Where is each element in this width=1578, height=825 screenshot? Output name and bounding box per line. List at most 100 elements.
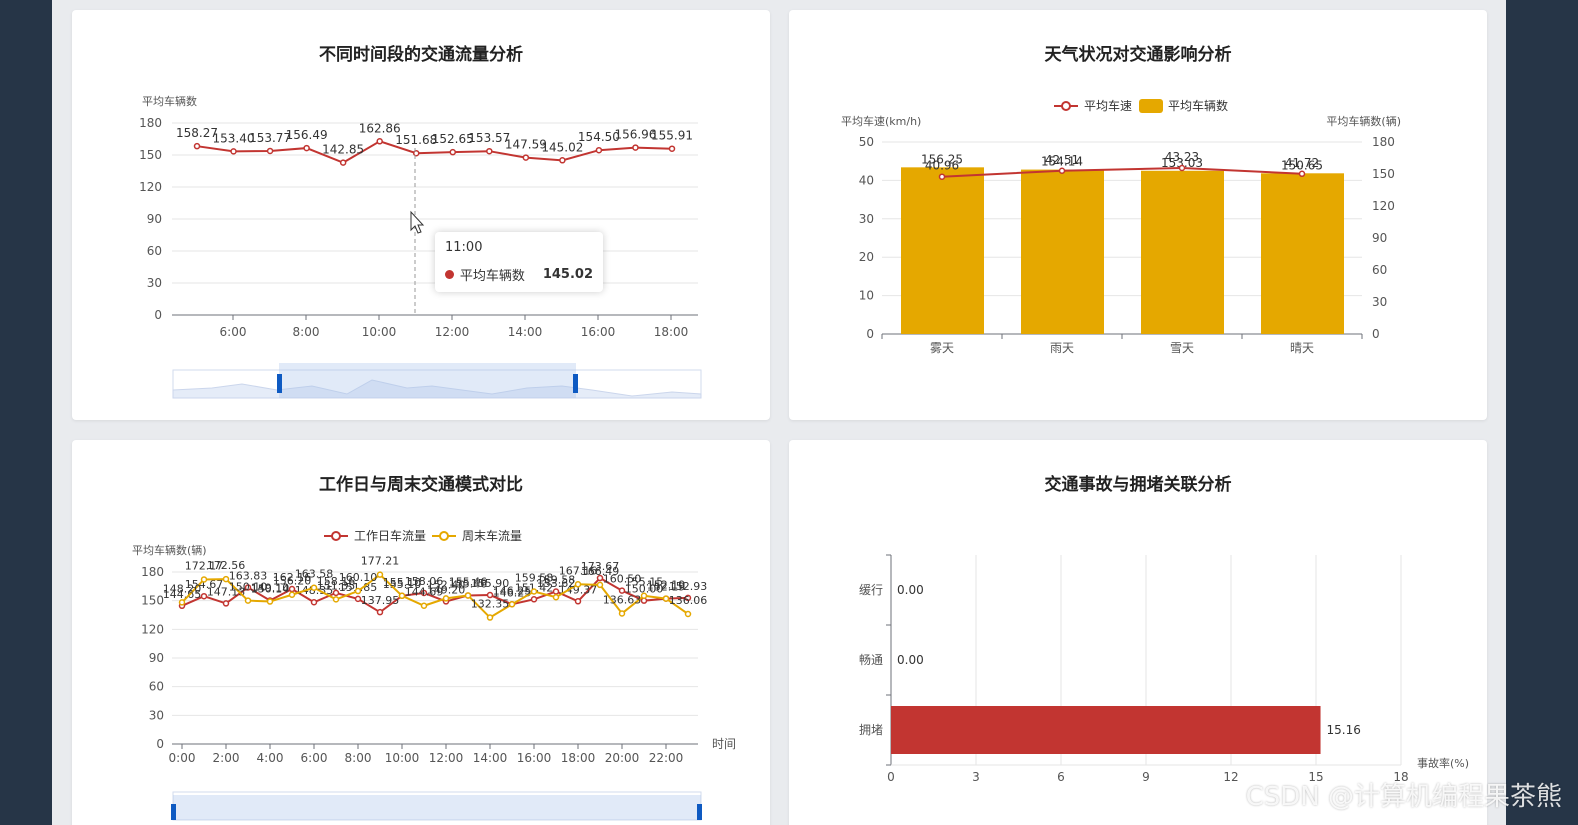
data-point	[559, 157, 566, 164]
data-label: 155.46	[449, 577, 488, 590]
x-tick-label: 10:00	[385, 751, 420, 765]
y-tick-label: 30	[149, 708, 164, 722]
data-label: 146.25	[493, 584, 532, 597]
data-point	[595, 146, 603, 154]
data-point	[640, 592, 648, 599]
data-point	[412, 149, 420, 157]
data-label: 144.69	[405, 586, 444, 599]
data-label: 156.20	[273, 575, 312, 588]
data-label: 158.16	[317, 575, 356, 588]
data-point	[464, 592, 472, 599]
data-point	[574, 598, 582, 605]
data-label: 162.86	[359, 121, 401, 135]
data-label: 152.19	[647, 581, 686, 594]
bar-vehicles	[1141, 170, 1224, 334]
data-label: 151.68	[395, 133, 437, 147]
data-point	[618, 587, 626, 594]
data-label: 149.20	[427, 583, 466, 596]
data-point	[398, 592, 406, 600]
data-label: 151.42	[515, 581, 554, 594]
legend-label-speed: 平均车速	[1084, 98, 1132, 113]
y-axis-label: 平均车辆数	[142, 94, 197, 108]
accident-congestion-bar-chart[interactable]: 0 3 6 9 12 15 18 事故率(%) 拥堵 15.16 畅通 0.00 缓行 0.00	[789, 440, 1487, 825]
data-label: 154.50	[578, 130, 620, 144]
data-label: 150.14	[251, 583, 290, 596]
x-tick-label: 14:00	[508, 325, 543, 339]
y-tick-label: 0	[154, 308, 162, 322]
y-tick-label: 90	[147, 212, 162, 226]
data-point	[574, 581, 582, 588]
data-point	[662, 595, 670, 602]
bar	[891, 706, 1321, 754]
data-label: 43.23	[1165, 150, 1199, 164]
data-point	[200, 576, 208, 583]
x-tick-label: 12	[1223, 770, 1238, 784]
data-label: 146.25	[493, 586, 532, 599]
y-left-tick-label: 30	[859, 212, 874, 226]
data-label: 156.96	[614, 128, 656, 142]
data-label: 153.77	[249, 131, 291, 145]
data-point	[339, 159, 347, 166]
data-point	[684, 610, 692, 618]
data-point	[266, 147, 274, 155]
traffic-time-card: 不同时间段的交通流量分析 0 30 60 90 120 150 180 平均车辆数 158.27…	[72, 10, 770, 420]
legend-label: 工作日车流量	[354, 528, 426, 543]
x-tick-label: 晴天	[1290, 341, 1314, 355]
data-label: 136.63	[603, 593, 642, 606]
data-point	[530, 596, 538, 603]
data-point	[376, 138, 383, 145]
weekday-weekend-card: 工作日与周末交通模式对比 0 30 60 90 120 150 180 平均车辆数(辆) 时间 工…	[72, 440, 770, 825]
data-point	[244, 584, 252, 591]
data-label: 167.16	[559, 564, 598, 577]
data-label: 153.40	[213, 131, 255, 145]
data-label: 151.35	[317, 579, 356, 592]
y-left-tick-label: 0	[866, 327, 874, 341]
data-label: 155.15	[625, 576, 664, 589]
bar-vehicles	[1261, 173, 1344, 334]
legend-marker-speed	[1061, 101, 1071, 111]
data-label: 156.49	[286, 128, 328, 142]
traffic-time-line-chart[interactable]: 0306090120150180平均车辆数158.27153.40153.771…	[72, 10, 770, 420]
data-point	[222, 575, 230, 583]
zoom-handle-right	[573, 374, 578, 393]
data-point	[1058, 167, 1066, 175]
data-label: 42.51	[1045, 153, 1079, 167]
data-point	[530, 588, 538, 595]
y-tick-label: 60	[147, 244, 162, 258]
data-label: 149.10	[251, 582, 290, 595]
x-tick-label: 10:00	[362, 325, 397, 339]
y-right-tick-label: 60	[1372, 263, 1387, 277]
weekday-weekend-line-chart[interactable]: 0 30 60 90 120 150 180 平均车辆数(辆) 时间 工作日车流量 周末车流量 0:0…	[72, 440, 770, 825]
y-left-tick-label: 40	[859, 173, 874, 187]
series-line-avg-vehicles	[196, 140, 673, 164]
data-label: 155.10	[383, 576, 422, 589]
data-point	[508, 601, 516, 608]
data-point	[266, 598, 274, 605]
data-label: 153.57	[468, 131, 510, 145]
data-point	[288, 591, 296, 598]
accident-congestion-card: 交通事故与拥堵关联分析 0 3 6 9 12 15 18 事故率(%) 拥堵 15.16 畅通 0.0…	[789, 440, 1487, 825]
y-axis-label: 平均车辆数(辆)	[132, 543, 207, 557]
data-point	[376, 571, 384, 578]
y-tick-label: 拥堵	[859, 723, 883, 737]
bar-label: 0.00	[897, 583, 924, 597]
data-label: 159.58	[515, 572, 554, 585]
cursor-icon	[410, 210, 425, 234]
data-label: 162.16	[273, 571, 312, 584]
zoom-handle-right	[697, 804, 702, 820]
data-point	[522, 154, 530, 161]
legend-marker	[439, 531, 449, 541]
x-tick-label: 14:00	[473, 751, 508, 765]
data-point	[376, 608, 384, 616]
data-point	[632, 144, 639, 151]
data-label: 150.00	[625, 583, 664, 596]
data-label: 152.40	[427, 578, 466, 591]
data-point	[1178, 164, 1186, 172]
data-label: 173.67	[581, 560, 620, 573]
x-tick-label: 12:00	[429, 751, 464, 765]
data-label: 177.21	[361, 555, 400, 568]
x-tick-label: 6	[1057, 770, 1065, 784]
weather-impact-bar-chart[interactable]: 0 10 20 30 40 50 0 30 60 90 120 150 180 平均车速(km/h) 平均车…	[789, 10, 1487, 420]
data-label: 155.46	[449, 575, 488, 588]
x-tick-label: 18:00	[561, 751, 596, 765]
